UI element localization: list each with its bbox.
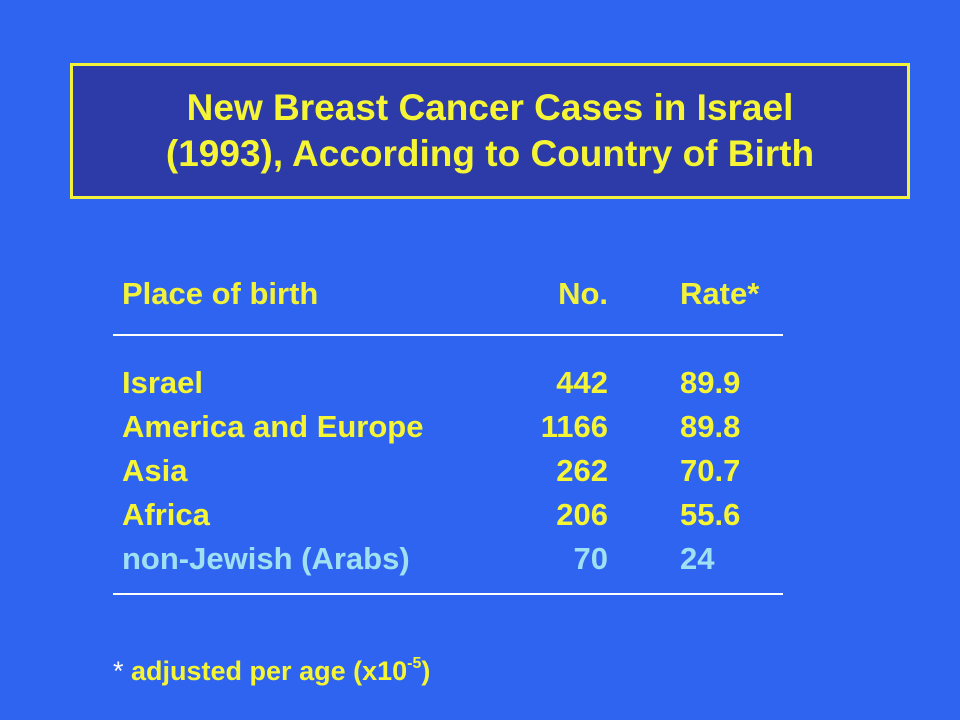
title-line-2: (1993), According to Country of Birth [165,133,815,174]
table-row: non-Jewish (Arabs) 70 24 [122,541,782,585]
row-no: 442 [556,365,608,400]
table-body: Israel 442 89.9 America and Europe 1166 … [122,365,782,585]
table-row: Asia 262 70.7 [122,453,782,497]
table-header: Place of birth No. Rate* [122,276,782,320]
header-place: Place of birth [122,276,319,311]
row-place: Africa [122,497,210,532]
row-no: 1166 [540,409,608,444]
row-place: non-Jewish (Arabs) [122,541,410,576]
header-no: No. [558,276,608,311]
header-rate: Rate* [680,276,760,311]
footnote-star: * [113,656,124,686]
row-rate: 89.9 [680,365,741,400]
footer-rule [113,593,783,595]
row-place: Asia [122,453,188,488]
row-no: 206 [556,497,608,532]
footnote-text: adjusted per age (x10 [131,656,408,686]
row-rate: 89.8 [680,409,741,444]
cases-table: Place of birth No. Rate* [122,276,782,320]
row-no: 262 [556,453,608,488]
row-place: America and Europe [122,409,424,444]
row-rate: 24 [680,541,715,576]
header-rule [113,334,783,336]
table-row: Israel 442 89.9 [122,365,782,409]
row-rate: 55.6 [680,497,741,532]
table-row: Africa 206 55.6 [122,497,782,541]
footnote-exponent: -5 [407,655,422,672]
row-rate: 70.7 [680,453,741,488]
footnote: * adjusted per age (x10-5) [113,655,430,687]
row-no: 70 [573,541,608,576]
table-row: America and Europe 1166 89.8 [122,409,782,453]
row-place: Israel [122,365,204,400]
title-line-1: New Breast Cancer Cases in Israel [186,87,794,128]
footnote-close: ) [421,656,431,686]
title-box: New Breast Cancer Cases in Israel (1993)… [70,63,910,199]
